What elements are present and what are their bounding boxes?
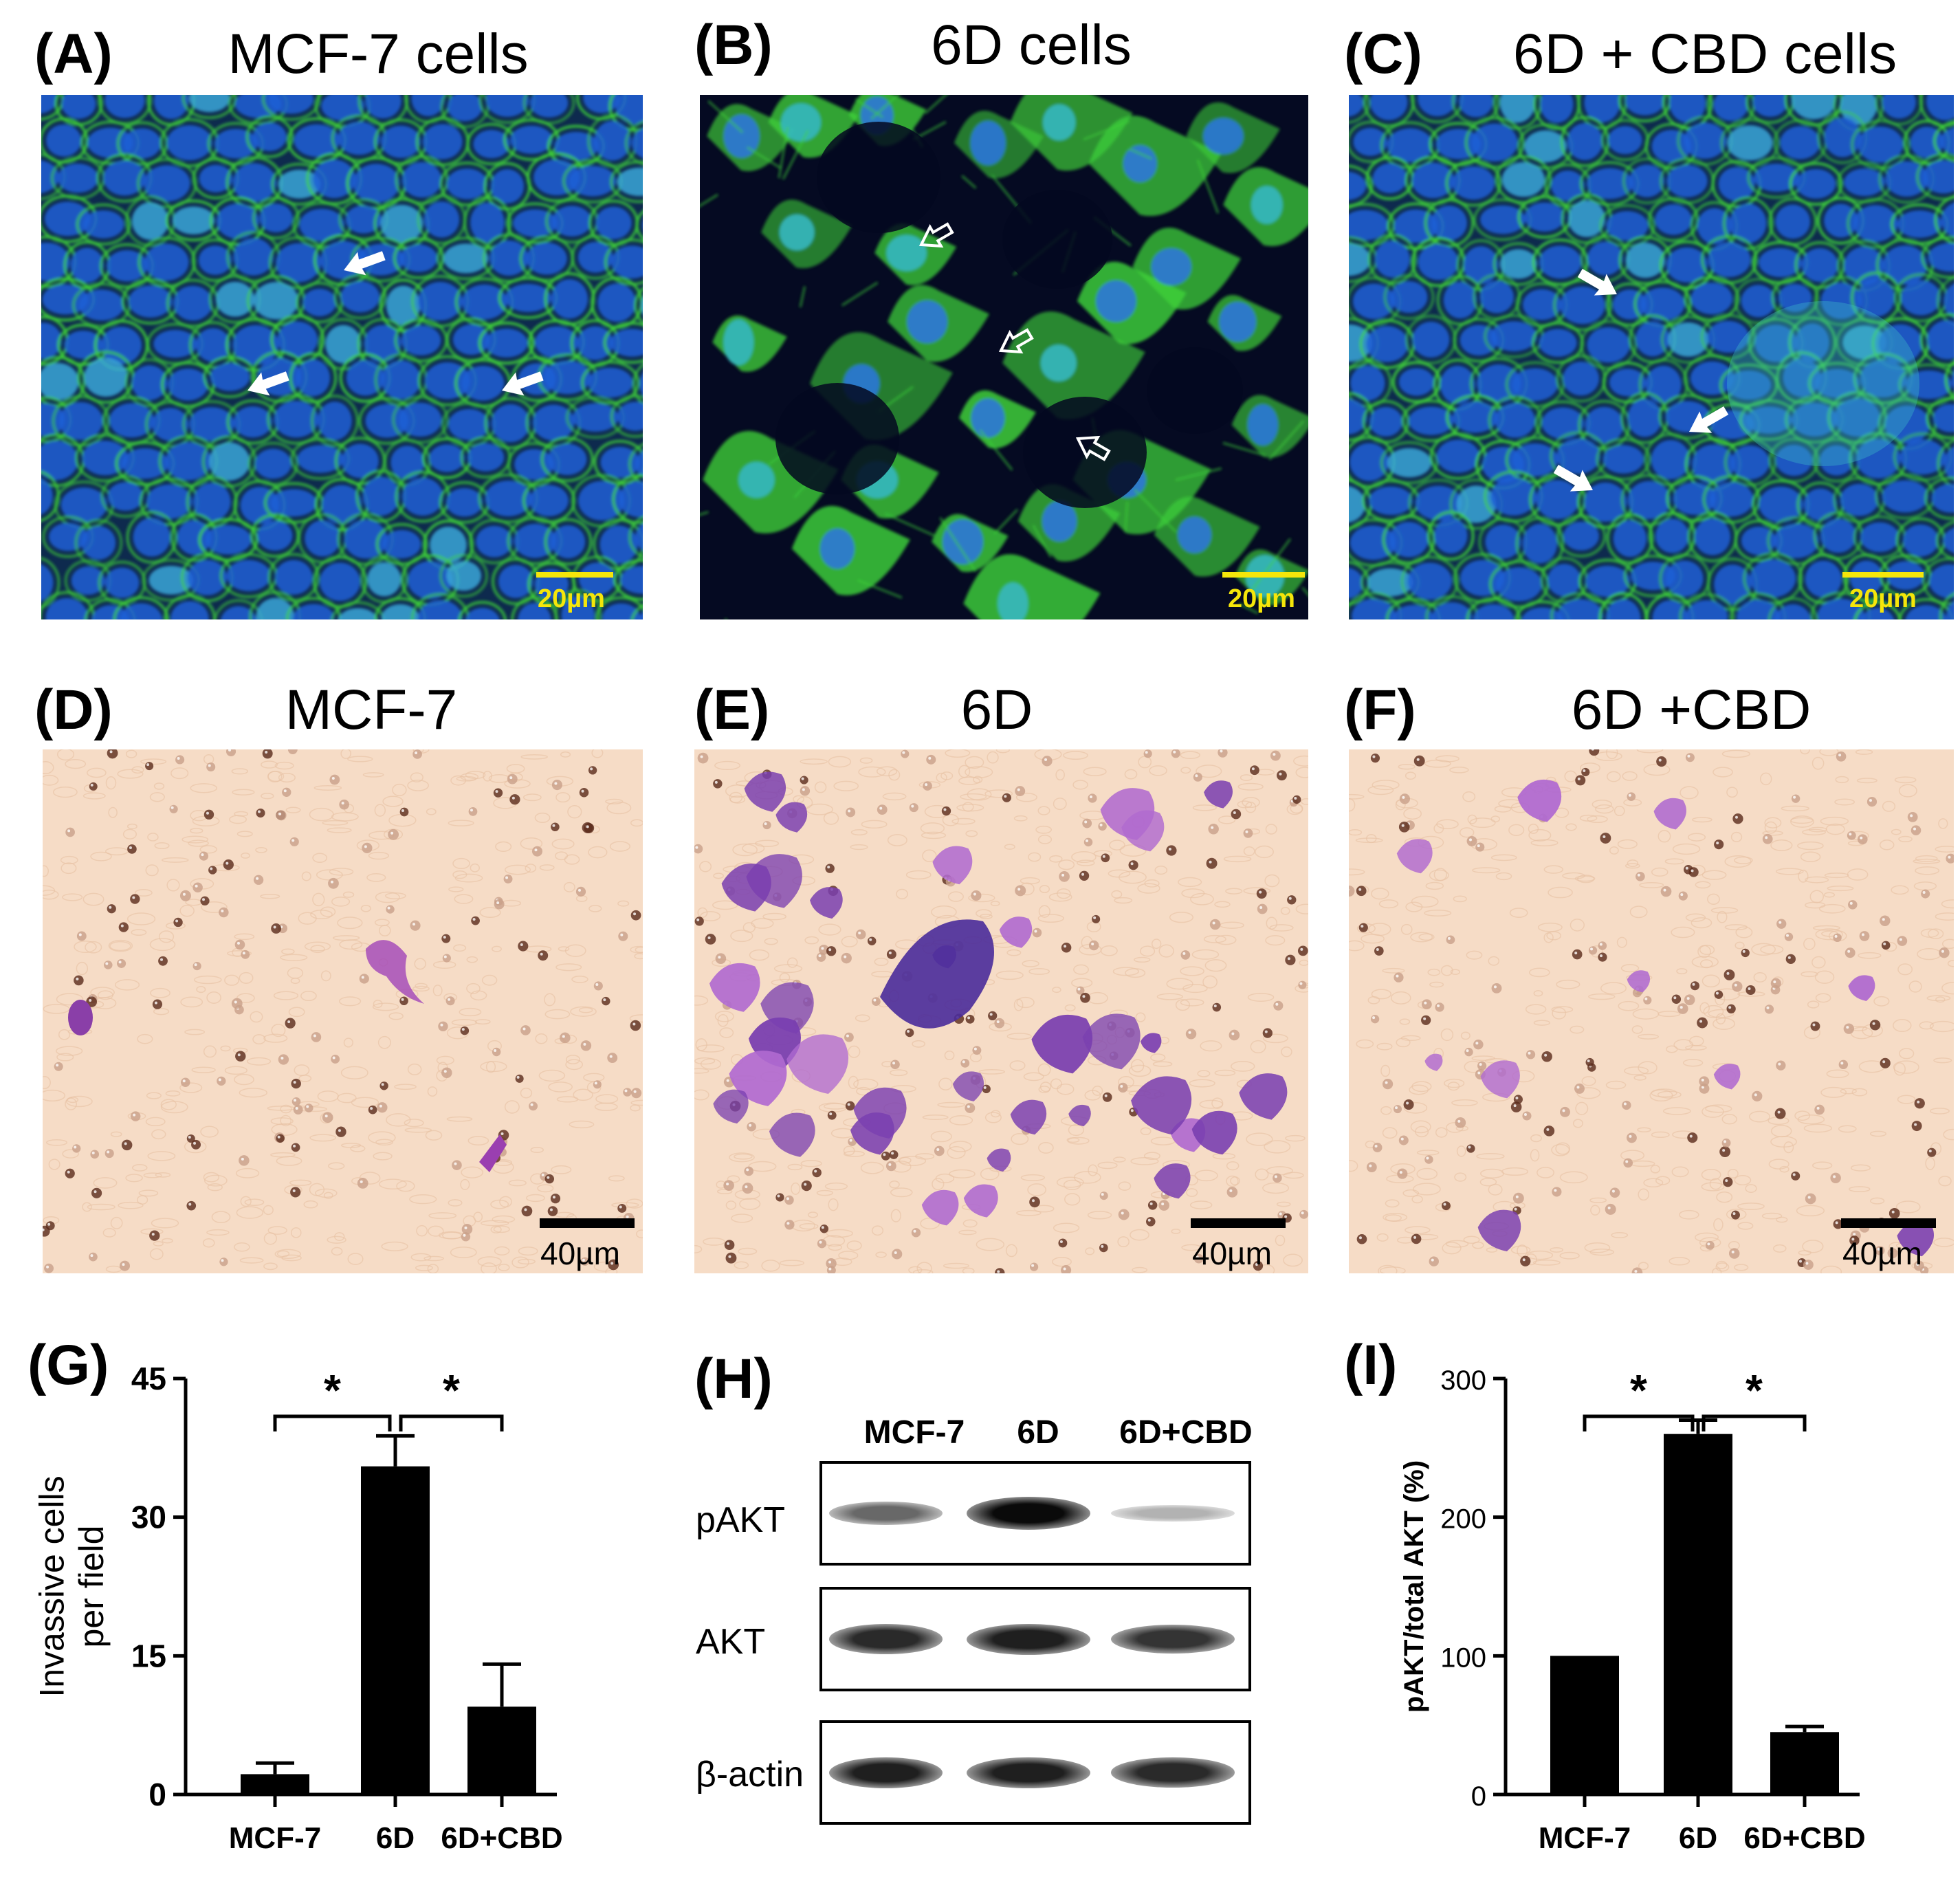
panel-title-b: 6D cells — [931, 14, 1132, 76]
y-axis-label: pAKT/total AKT (%) — [1399, 1460, 1429, 1713]
panel-title-c: 6D + CBD cells — [1512, 23, 1897, 85]
significance-star: * — [1746, 1365, 1763, 1415]
blot-band — [829, 1624, 943, 1654]
significance-star: * — [1630, 1365, 1647, 1415]
y-tick-label: 300 — [1440, 1365, 1486, 1396]
blot-strip-pakt — [819, 1461, 1251, 1566]
panel-label-c: (C) — [1344, 23, 1422, 85]
blot-strip-akt — [819, 1587, 1251, 1691]
micrograph-6d-cbd-invasion — [1349, 749, 1954, 1273]
panel-title-a: MCF-7 cells — [228, 23, 529, 85]
y-tick-label: 15 — [131, 1638, 166, 1673]
bar-6d-cbd — [1770, 1732, 1839, 1794]
blot-row-akt: AKT — [696, 1622, 766, 1662]
x-tick-label: 6D — [1679, 1821, 1717, 1855]
scale-label-f: 40µm — [1842, 1236, 1922, 1271]
scale-label-e: 40µm — [1192, 1236, 1272, 1271]
panel-label-e: (E) — [694, 679, 770, 741]
error-bar — [1785, 1724, 1824, 1733]
micrograph-mcf7-fluorescence — [41, 95, 643, 619]
panel-label-f: (F) — [1344, 679, 1416, 741]
blot-band — [829, 1757, 943, 1788]
blot-column-6d-cbd: 6D+CBD — [1119, 1414, 1253, 1451]
y-tick-label: 30 — [131, 1500, 166, 1535]
y-tick-label: 100 — [1440, 1643, 1486, 1673]
significance-bracket — [273, 1414, 392, 1431]
panel-title-d: MCF-7 — [285, 679, 458, 741]
blot-band — [1111, 1757, 1235, 1788]
scale-bar-a — [536, 572, 613, 578]
scale-bar-e — [1191, 1218, 1286, 1228]
blot-band — [1111, 1505, 1235, 1522]
panel-label-h: (H) — [694, 1348, 773, 1410]
x-tick-label: 6D+CBD — [1743, 1821, 1865, 1855]
bar-6d-cbd — [467, 1706, 536, 1794]
x-tick-label: 6D — [376, 1821, 415, 1855]
chart-invasive-cells: 0 15 30 45 MCF-7 6D 6D+CBD * * Invassive cellsper… — [0, 1348, 632, 1870]
panel-title-e: 6D — [960, 679, 1033, 741]
blot-row-beta-actin: β-actin — [696, 1755, 804, 1794]
error-bar — [483, 1662, 521, 1707]
micrograph-mcf7-invasion — [43, 749, 643, 1273]
blot-column-6d: 6D — [1017, 1414, 1059, 1451]
significance-bracket — [399, 1414, 504, 1431]
panel-label-d: (D) — [34, 679, 113, 741]
blot-column-mcf7: MCF-7 — [863, 1414, 965, 1451]
micrograph-6d-cbd-fluorescence — [1349, 95, 1954, 619]
blot-row-pakt: pAKT — [696, 1500, 786, 1540]
scale-label-a: 20µm — [538, 584, 605, 613]
blot-band — [967, 1623, 1090, 1655]
y-tick-label: 0 — [1471, 1781, 1486, 1812]
significance-bracket — [1583, 1414, 1695, 1431]
blot-band — [1111, 1625, 1235, 1654]
error-bar — [1679, 1418, 1717, 1434]
scale-bar-b — [1222, 572, 1305, 578]
panel-label-i: (I) — [1344, 1334, 1398, 1396]
bar-6d — [1664, 1434, 1732, 1794]
error-bar — [256, 1761, 294, 1775]
scale-label-d: 40µm — [540, 1236, 620, 1271]
y-tick-label: 0 — [148, 1777, 166, 1812]
significance-star: * — [443, 1365, 460, 1415]
scale-bar-c — [1842, 572, 1924, 578]
chart-pakt-ratio: 0 100 200 300 MCF-7 6D 6D+CBD * * pAKT/total AKT … — [1347, 1348, 1952, 1870]
bar-mcf-7 — [1550, 1656, 1619, 1794]
y-tick-label: 200 — [1440, 1504, 1486, 1535]
y-axis-label: Invassive cellsper field — [33, 1475, 111, 1697]
significance-star: * — [324, 1365, 341, 1415]
blot-band — [829, 1501, 943, 1526]
panel-label-g: (G) — [27, 1334, 109, 1396]
scale-bar-f — [1841, 1218, 1936, 1228]
panel-title-f: 6D +CBD — [1571, 679, 1812, 741]
y-tick-label: 45 — [131, 1361, 166, 1396]
bar-6d — [361, 1466, 430, 1794]
scale-label-b: 20µm — [1228, 584, 1295, 613]
significance-bracket — [1702, 1414, 1807, 1431]
blot-band — [967, 1497, 1090, 1530]
bar-mcf-7 — [241, 1774, 309, 1794]
panel-label-b: (B) — [694, 14, 773, 76]
panel-label-a: (A) — [34, 23, 113, 85]
micrograph-6d-invasion — [694, 749, 1308, 1273]
x-tick-label: 6D+CBD — [441, 1821, 562, 1855]
blot-band — [967, 1757, 1090, 1788]
x-tick-label: MCF-7 — [1539, 1821, 1631, 1855]
error-bar — [376, 1434, 415, 1467]
x-tick-label: MCF-7 — [229, 1821, 321, 1855]
scale-label-c: 20µm — [1849, 584, 1917, 613]
micrograph-6d-fluorescence — [700, 95, 1308, 619]
blot-strip-beta-actin — [819, 1720, 1251, 1825]
scale-bar-d — [540, 1218, 635, 1228]
